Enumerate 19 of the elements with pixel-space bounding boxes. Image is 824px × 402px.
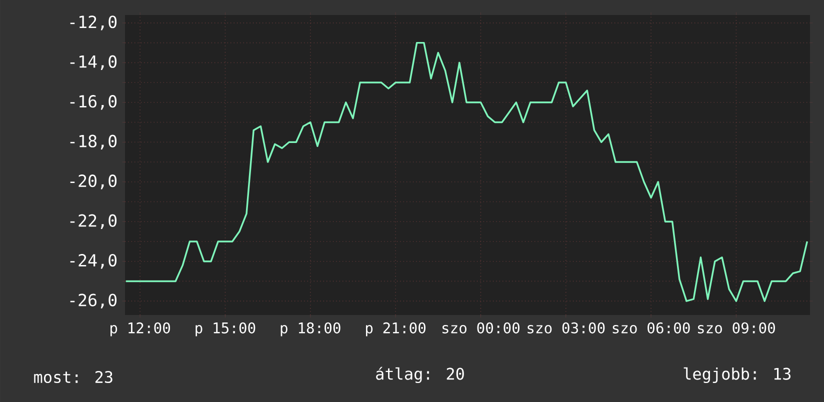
y-tick-label: -18,0	[70, 134, 117, 150]
text: átlag: 20	[376, 366, 464, 384]
y-tick-label: -26,0	[70, 294, 117, 308]
text: most: 23	[34, 370, 112, 384]
x-tick-label: szo 00:00	[442, 322, 520, 334]
y-tick-label: -12,0	[70, 16, 117, 30]
text: legjobb: 13	[684, 367, 791, 384]
y-tick-label: -24,0	[70, 254, 117, 269]
x-tick-label: szo 09:00	[698, 322, 775, 334]
x-tick-label: p 15:00	[196, 322, 256, 336]
x-tick-label: p 21:00	[366, 322, 426, 336]
y-tick-label: -14,0	[70, 55, 117, 70]
y-tick-label: -22,0	[70, 214, 117, 229]
x-tick-label: p 18:00	[280, 322, 340, 336]
x-tick-label: szo 06:00	[612, 322, 690, 334]
y-tick-label: -16,0	[70, 95, 117, 110]
x-tick-label: p 12:00	[110, 322, 170, 336]
x-tick-label: szo 03:00	[528, 322, 605, 334]
y-tick-label: -20,0	[70, 174, 117, 190]
